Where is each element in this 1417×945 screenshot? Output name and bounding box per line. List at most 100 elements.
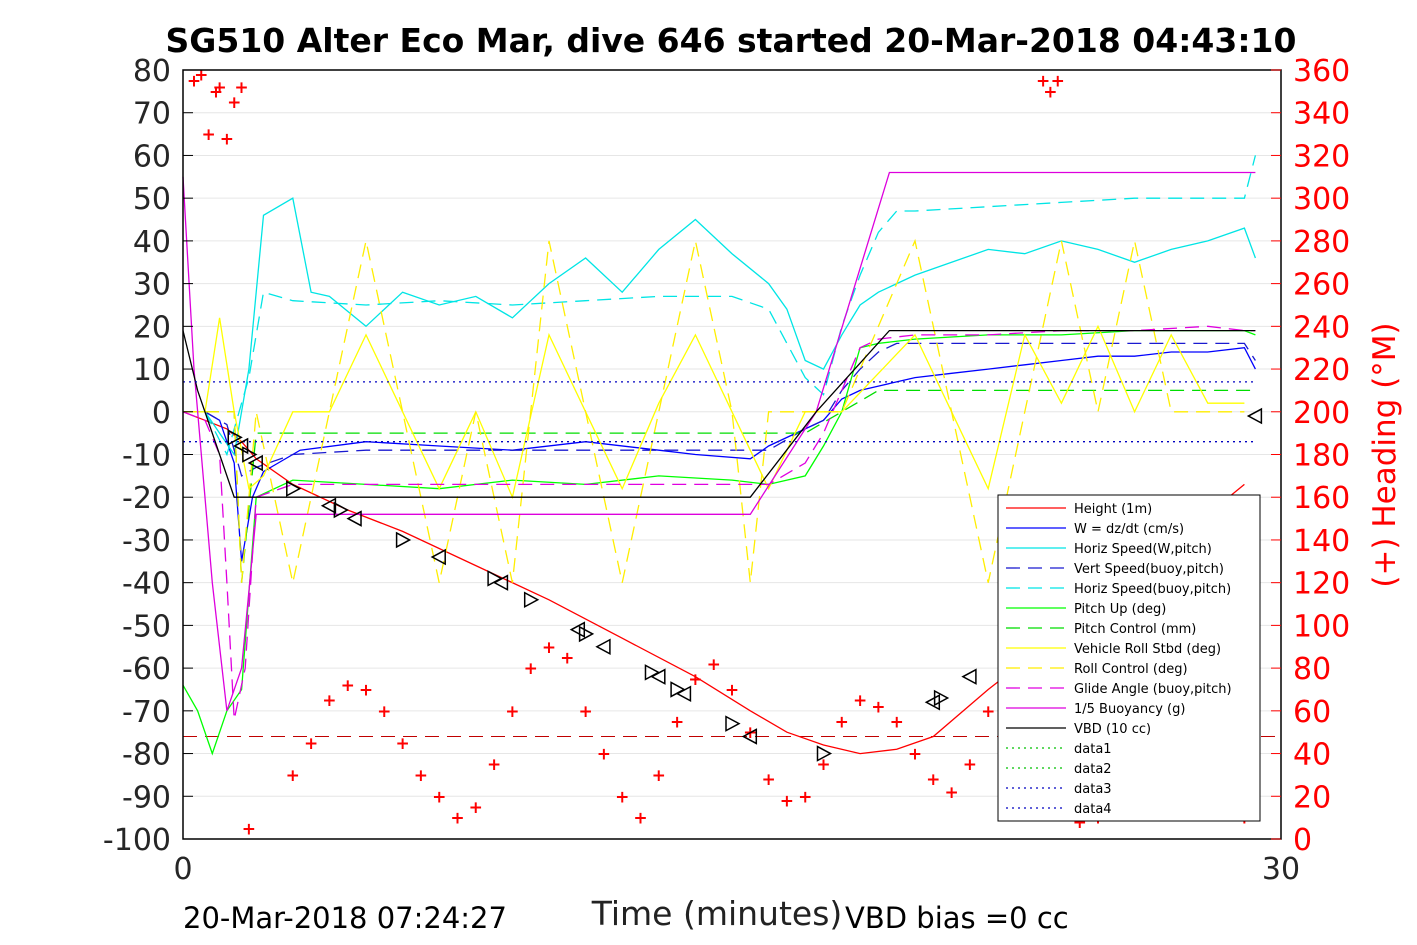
series-horiz-speed-buoy-pitch — [183, 155, 1257, 457]
legend-box — [997, 494, 1261, 822]
triangle-marker — [395, 531, 412, 549]
heading-marker: + — [194, 65, 208, 85]
heading-marker: + — [981, 702, 995, 722]
heading-marker: + — [377, 702, 391, 722]
heading-marker: + — [201, 125, 215, 145]
heading-marker: + — [780, 792, 794, 812]
right-tick-label: 80 — [1293, 652, 1331, 687]
heading-marker: + — [670, 713, 684, 733]
legend-entry: W = dz/dt (cm/s) — [1074, 522, 1184, 537]
legend-entry: Vert Speed(buoy,pitch) — [1074, 562, 1224, 577]
left-tick-label: -20 — [122, 481, 171, 516]
right-tick-label: 120 — [1293, 567, 1350, 602]
footer-timestamp: 20-Mar-2018 07:24:27 — [183, 901, 507, 935]
heading-marker: + — [286, 766, 300, 786]
heading-marker: + — [395, 734, 409, 754]
triangle-marker — [569, 621, 586, 638]
left-tick-label: 20 — [133, 310, 171, 345]
heading-marker: + — [1051, 72, 1065, 92]
heading-marker: + — [209, 82, 223, 102]
right-tick-label: 60 — [1293, 695, 1331, 730]
triangle-markers — [227, 407, 1263, 762]
right-tick-label: 180 — [1293, 439, 1350, 474]
heading-marker: + — [835, 713, 849, 733]
left-tick-label: 80 — [133, 54, 171, 89]
heading-marker: + — [450, 809, 464, 829]
heading-marker: + — [469, 798, 483, 818]
legend-entry: Pitch Control (mm) — [1074, 622, 1196, 637]
triangle-marker — [247, 454, 263, 472]
series-vert-speed-buoy-pitch — [183, 342, 1256, 477]
heading-marker: + — [227, 93, 241, 113]
heading-marker: + — [242, 819, 256, 839]
legend-entry: data1 — [1074, 742, 1112, 757]
heading-marker: + — [212, 78, 226, 98]
heading-marker: + — [688, 670, 702, 690]
left-tick-label: -60 — [122, 652, 171, 687]
heading-marker: + — [597, 745, 611, 765]
right-tick-label: 160 — [1293, 481, 1350, 516]
triangle-marker — [430, 548, 446, 566]
legend-entry: data4 — [1074, 802, 1112, 817]
left-tick-label: 30 — [133, 268, 171, 303]
legend-entry: 1/5 Buoyancy (g) — [1074, 702, 1185, 717]
heading-marker: + — [414, 766, 428, 786]
heading-marker: + — [652, 766, 666, 786]
chart-title: SG510 Alter Eco Mar, dive 646 started 20… — [166, 21, 1297, 60]
heading-marker: + — [853, 691, 867, 711]
triangle-marker — [675, 685, 692, 703]
heading-marker: + — [359, 680, 373, 700]
right-axis: 3603403203002802602402202001801601401201… — [1271, 54, 1350, 858]
right-axis-label: (+) Heading (°M) — [1367, 322, 1403, 587]
heading-marker: + — [908, 745, 922, 765]
heading-marker: + — [926, 770, 940, 790]
heading-marker: + — [487, 755, 501, 775]
heading-marker: + — [890, 713, 904, 733]
triangle-marker — [232, 437, 249, 455]
legend: Height (1m) W = dz/dt (cm/s) Horiz Speed(W… — [997, 494, 1261, 822]
left-tick-label: -50 — [122, 609, 171, 644]
triangle-marker — [933, 689, 950, 707]
legend-entry: VBD (10 cc) — [1074, 722, 1151, 737]
legend-entry: Horiz Speed(buoy,pitch) — [1074, 582, 1231, 597]
triangle-marker — [741, 728, 758, 745]
series-vehicle-roll-stbd-deg — [183, 317, 1245, 500]
series-vbd-10-cc — [182, 329, 1256, 498]
left-tick-label: 50 — [133, 182, 171, 217]
heading-marker: + — [963, 755, 977, 775]
heading-marker: + — [304, 734, 318, 754]
heading-marker: + — [220, 129, 234, 149]
legend-entry: Horiz Speed(W,pitch) — [1074, 542, 1212, 557]
x-axis-label: Time (minutes) — [591, 894, 843, 933]
left-tick-label: 70 — [133, 97, 171, 132]
triangle-marker — [1246, 407, 1263, 425]
triangle-marker — [523, 591, 540, 609]
right-tick-label: 260 — [1293, 268, 1350, 303]
right-tick-label: 240 — [1293, 310, 1350, 345]
right-tick-label: 280 — [1293, 225, 1350, 260]
triangle-marker — [492, 574, 509, 591]
triangle-marker — [816, 745, 833, 762]
heading-marker: + — [725, 680, 739, 700]
left-tick-label: 10 — [133, 353, 171, 388]
legend-entry: Glide Angle (buoy,pitch) — [1074, 682, 1232, 697]
heading-marker: + — [524, 659, 538, 679]
footer-vbd-bias: VBD bias =0 cc — [845, 901, 1069, 935]
right-tick-label: 20 — [1293, 780, 1331, 815]
heading-marker: + — [432, 787, 446, 807]
heading-marker: + — [578, 702, 592, 722]
triangle-marker — [333, 501, 349, 519]
left-tick-label: -80 — [122, 738, 171, 773]
heading-marker: + — [615, 787, 629, 807]
right-tick-label: 40 — [1293, 738, 1331, 773]
left-tick-label: -40 — [122, 567, 171, 602]
right-tick-label: 320 — [1293, 139, 1350, 174]
right-tick-label: 0 — [1293, 823, 1312, 858]
legend-entry: Height (1m) — [1074, 502, 1152, 517]
triangle-marker — [924, 694, 941, 711]
series-pitch-up-deg — [182, 329, 1256, 756]
heading-marker: + — [187, 72, 201, 92]
heading-marker: + — [871, 698, 885, 718]
left-tick-label: -70 — [122, 695, 171, 730]
